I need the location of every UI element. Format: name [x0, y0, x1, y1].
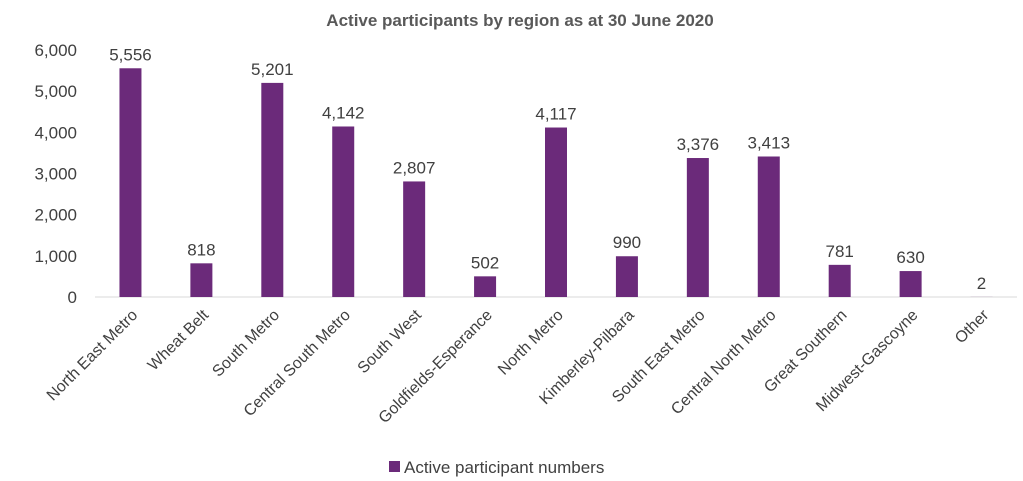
data-label: 3,413	[747, 133, 790, 152]
bar	[757, 156, 780, 297]
data-label: 630	[896, 248, 924, 267]
bar	[119, 68, 142, 297]
bar	[403, 181, 426, 297]
legend-swatch	[389, 461, 400, 472]
x-tick-label: North East Metro	[44, 307, 142, 405]
data-label: 990	[613, 233, 641, 252]
y-tick-label: 6,000	[34, 41, 77, 60]
bar	[686, 158, 709, 297]
bar	[828, 264, 851, 297]
bar	[474, 276, 497, 297]
y-tick-label: 3,000	[34, 165, 77, 184]
x-tick-label: Wheat Belt	[145, 306, 213, 374]
y-tick-label: 4,000	[34, 123, 77, 142]
bar	[899, 271, 922, 297]
data-label: 4,117	[535, 105, 576, 124]
legend-label: Active participant numbers	[404, 458, 604, 477]
bar	[545, 127, 567, 297]
y-tick-label: 0	[68, 288, 77, 307]
y-axis: 0 1,000 2,000 3,000 4,000 5,000 6,000	[34, 41, 1017, 307]
data-label: 5,201	[251, 60, 294, 79]
bar	[190, 263, 213, 297]
x-tick-label: South Metro	[209, 307, 283, 381]
data-label: 2,807	[393, 158, 436, 177]
data-label: 2	[977, 274, 986, 293]
data-label: 3,376	[677, 135, 720, 154]
bar	[261, 82, 284, 297]
data-label: 4,142	[322, 103, 365, 122]
x-tick-label: Other	[952, 306, 993, 347]
data-label: 818	[187, 240, 215, 259]
data-label: 502	[471, 253, 499, 272]
x-tick-label: North Metro	[495, 307, 567, 379]
legend: Active participant numbers	[389, 458, 604, 477]
y-tick-label: 1,000	[34, 247, 77, 266]
y-tick-label: 2,000	[34, 206, 77, 225]
chart-title: Active participants by region as at 30 J…	[326, 11, 713, 30]
bar	[615, 256, 638, 297]
y-tick-label: 5,000	[34, 82, 77, 101]
x-tick-label: South West	[355, 306, 426, 377]
data-label: 5,556	[109, 45, 152, 64]
data-label: 781	[826, 242, 854, 261]
bars: 5,556 818 5,201 4,142 2,807 502 4,117 990 3,376 3…	[109, 45, 993, 297]
bar	[332, 126, 355, 297]
